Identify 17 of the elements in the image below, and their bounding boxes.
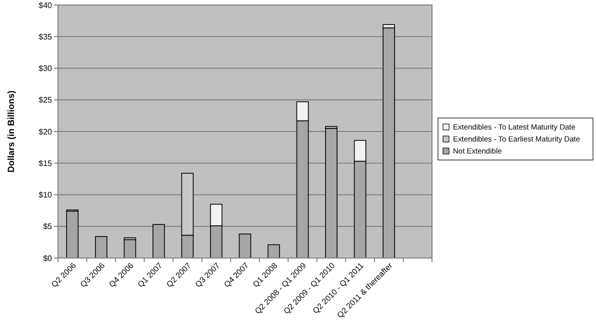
y-axis-title: Dollars (in Billions) — [6, 90, 16, 173]
bar — [152, 224, 165, 258]
y-tick-label: $10 — [38, 190, 53, 200]
bar — [95, 236, 108, 258]
bar — [325, 128, 338, 258]
y-tick-label: $15 — [38, 158, 53, 168]
y-tick-label: $35 — [38, 32, 53, 42]
bar — [238, 234, 252, 258]
bar — [268, 244, 280, 258]
y-tick-label: $20 — [38, 127, 53, 136]
y-tick-label: $40 — [38, 0, 53, 10]
y-tick-label: $5 — [43, 222, 53, 232]
y-tick-label: $25 — [38, 96, 53, 105]
bar — [382, 27, 395, 258]
y-tick-label: $0 — [43, 254, 53, 263]
y-tick-label: $30 — [38, 64, 53, 74]
bar — [66, 210, 79, 258]
